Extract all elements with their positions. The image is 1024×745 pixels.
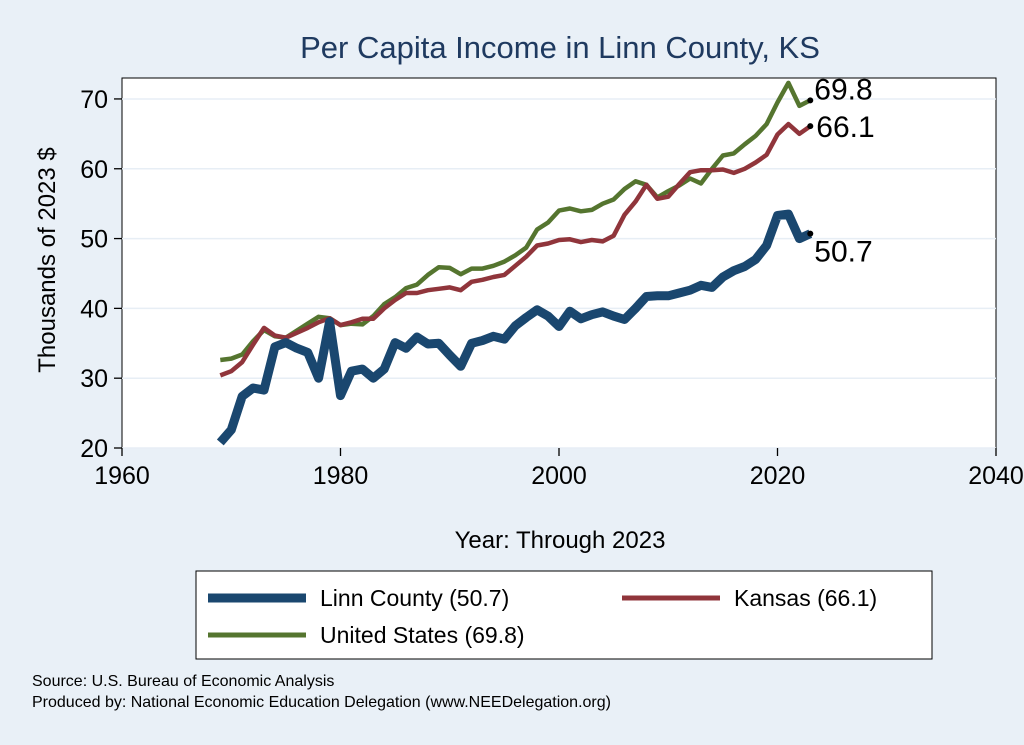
legend: Linn County (50.7) Kansas (66.1) United St… — [195, 570, 933, 660]
end-label-united-states: 69.8 — [814, 73, 872, 106]
series-line-linn-county — [216, 209, 813, 446]
source-note: Source: U.S. Bureau of Economic Analysis — [32, 673, 334, 690]
x-tick-label-2040: 2040 — [968, 462, 1024, 490]
end-point-linn-county — [807, 230, 814, 237]
axes: 20 30 40 50 60 70 1960 1980 2000 2020 2040 — [80, 86, 1024, 490]
y-tick-label-70: 70 — [80, 86, 108, 114]
y-tick-label-50: 50 — [80, 226, 108, 254]
end-label-kansas: 66.1 — [816, 111, 874, 144]
legend-box — [195, 570, 933, 660]
y-tick-label-40: 40 — [80, 295, 108, 323]
end-point-united-states — [807, 97, 814, 104]
end-label-linn-county: 50.7 — [814, 236, 872, 269]
y-tick-label-30: 30 — [80, 365, 108, 393]
y-tick-label-60: 60 — [80, 156, 108, 184]
x-tick-label-2000: 2000 — [531, 462, 587, 490]
y-tick-label-20: 20 — [80, 435, 108, 463]
producer-note: Produced by: National Economic Education… — [32, 694, 611, 711]
legend-label-linn-county: Linn County (50.7) — [320, 585, 509, 611]
end-labels: 50.7 66.1 69.8 — [807, 73, 875, 269]
y-axis-title: Thousands of 2023 $ — [34, 147, 61, 373]
series-line-kansas — [219, 121, 812, 378]
chart-title: Per Capita Income in Linn County, KS — [300, 30, 820, 65]
legend-label-kansas: Kansas (66.1) — [734, 585, 877, 611]
x-tick-label-2020: 2020 — [750, 462, 806, 490]
legend-label-united-states: United States (69.8) — [320, 622, 525, 648]
x-tick-label-1980: 1980 — [313, 462, 369, 490]
end-point-kansas — [807, 123, 814, 130]
series-layer — [216, 80, 813, 446]
x-axis-title: Year: Through 2023 — [455, 527, 666, 554]
x-tick-label-1960: 1960 — [94, 462, 150, 490]
